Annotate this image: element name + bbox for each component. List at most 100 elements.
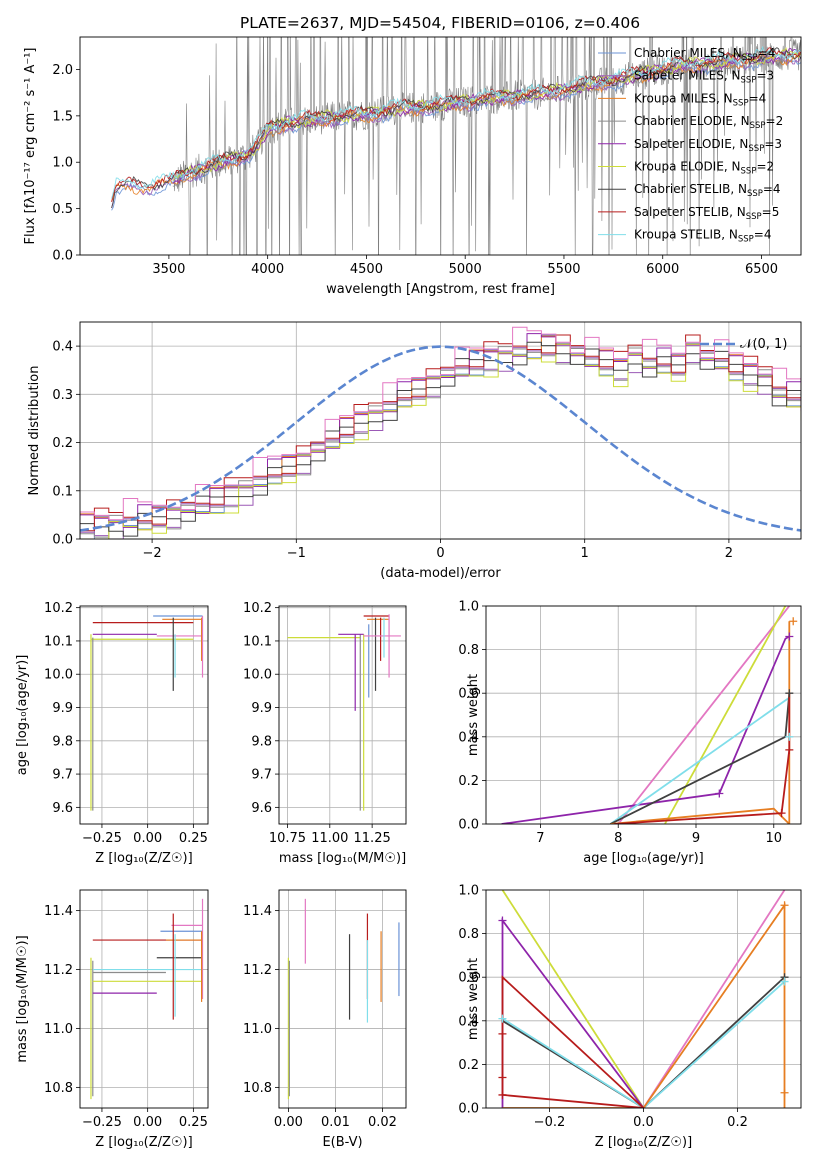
plot-area — [90, 898, 204, 1100]
mass-vs-ebv-panel: 0.00 0.01 0.02 10.8 11.0 11.2 11.4 E(B-V) — [243, 889, 407, 1150]
legend-entry: Kroupa MILES, NSSP=4 — [634, 91, 766, 108]
legend-entry: Kroupa STELIB, NSSP=4 — [634, 228, 772, 245]
data-marker — [785, 632, 794, 641]
data-marker — [498, 916, 507, 925]
plot-area — [501, 606, 791, 824]
x-tick-label: 4000 — [251, 262, 284, 277]
axes-frame — [79, 36, 802, 256]
x-tick-label: 0 — [436, 546, 444, 561]
x-tick-label: 0.00 — [274, 1115, 303, 1130]
mass-weight-line — [642, 902, 786, 1108]
y-tick-label: 10.1 — [243, 634, 272, 649]
y-tick-label: 1.5 — [52, 109, 73, 124]
x-tick-label: 11.00 — [311, 831, 348, 846]
legend-entry: Salpeter ELODIE, NSSP=3 — [634, 137, 782, 154]
plot-area — [111, 37, 801, 255]
x-axis-label: (data-model)/error — [380, 566, 501, 581]
spectrum-panel: 3500 4000 4500 5000 5500 6000 6500 0.0 0.5 1.0 1.5… — [23, 36, 802, 297]
y-tick-label: 10.0 — [243, 668, 272, 683]
x-tick-label: 2 — [725, 546, 733, 561]
y-tick-label: 9.7 — [251, 768, 272, 783]
x-tick-label: 5500 — [547, 262, 580, 277]
y-tick-label: 0.0 — [458, 1102, 479, 1117]
plot-area — [287, 898, 400, 1100]
y-tick-label: 10.8 — [243, 1081, 272, 1096]
x-tick-label: −0.25 — [82, 831, 122, 846]
y-axis-label: mass weight — [466, 674, 481, 756]
data-marker — [498, 1090, 507, 1099]
y-tick-label: 9.7 — [52, 768, 73, 783]
histogram-step — [80, 334, 801, 539]
y-tick-label: 1.0 — [458, 884, 479, 899]
y-tick-label: 11.4 — [44, 904, 73, 919]
x-tick-label: 11.25 — [354, 831, 391, 846]
data-marker — [785, 745, 794, 754]
x-tick-label: −1 — [287, 546, 306, 561]
massweight-vs-age-panel: 7 8 9 10 0.0 0.2 0.4 0.6 0.8 1.0 age [log₁₀(age/yr… — [458, 600, 802, 866]
x-axis-label: mass [log₁₀(M/M☉)] — [279, 851, 406, 866]
x-tick-label: 0.0 — [633, 1115, 654, 1130]
model-line — [111, 45, 801, 199]
y-tick-label: 0.0 — [52, 533, 73, 548]
y-tick-label: 0.8 — [458, 927, 479, 942]
x-tick-label: 0.2 — [727, 1115, 748, 1130]
x-tick-label: −2 — [143, 546, 162, 561]
mass-weight-line — [502, 1094, 644, 1108]
x-tick-label: 6000 — [646, 262, 679, 277]
data-marker — [498, 1073, 507, 1082]
x-tick-label: 3500 — [152, 262, 185, 277]
y-tick-label: 0.2 — [458, 774, 479, 789]
data-marker — [789, 617, 798, 626]
y-tick-label: 1.0 — [52, 156, 73, 171]
mass-weight-line — [610, 621, 791, 824]
y-tick-label: 0.4 — [458, 730, 479, 745]
x-tick-label: 0.25 — [179, 1115, 208, 1130]
y-tick-label: 11.0 — [243, 1022, 272, 1037]
y-tick-label: 2.0 — [52, 63, 73, 78]
y-tick-label: 0.4 — [52, 340, 73, 355]
y-tick-label: 9.8 — [251, 734, 272, 749]
x-tick-label: 7 — [536, 831, 544, 846]
y-axis-label: age [log₁₀(age/yr)] — [15, 655, 30, 776]
data-marker — [715, 789, 724, 798]
y-tick-label: 10.8 — [44, 1081, 73, 1096]
residuals-panel: −2 −1 0 1 2 0.0 0.1 0.2 0.3 0.4 (data-model)/error… — [27, 321, 802, 581]
y-tick-label: 9.8 — [52, 734, 73, 749]
y-tick-label: 0.5 — [52, 202, 73, 217]
y-tick-label: 9.6 — [251, 801, 272, 816]
axes-frame — [485, 605, 802, 825]
plot-area — [90, 615, 204, 811]
y-tick-label: 11.2 — [243, 963, 272, 978]
x-tick-label: 1 — [581, 546, 589, 561]
spectrum-legend: Chabrier MILES, NSSP=4 Salpeter MILES, NS… — [598, 46, 783, 245]
x-tick-label: −0.25 — [82, 1115, 122, 1130]
mass-weight-line — [501, 975, 645, 1108]
data-marker — [785, 732, 794, 741]
data-marker — [780, 901, 789, 910]
x-tick-label: 6500 — [745, 262, 778, 277]
histogram-step — [80, 335, 801, 539]
axes-frame — [278, 889, 407, 1109]
legend-entry: Chabrier STELIB, NSSP=4 — [634, 182, 781, 199]
y-tick-label: 11.2 — [44, 963, 73, 978]
x-tick-label: 8 — [614, 831, 622, 846]
massweight-vs-Z-panel: −0.2 0.0 0.2 0.0 0.2 0.4 0.6 0.8 1.0 Z [log₁₀(Z/Z… — [458, 884, 802, 1150]
model-line — [111, 47, 801, 202]
y-tick-label: 10.2 — [44, 601, 73, 616]
legend-entry: Chabrier MILES, NSSP=4 — [634, 46, 775, 63]
x-axis-label: Z [log₁₀(Z/Z☉)] — [595, 1135, 692, 1150]
y-tick-label: 0.6 — [458, 971, 479, 986]
mass-weight-line — [664, 606, 787, 824]
data-marker — [780, 977, 789, 986]
histogram-step — [80, 326, 801, 539]
y-tick-label: 11.4 — [243, 904, 272, 919]
data-marker — [498, 1029, 507, 1038]
y-tick-label: 1.0 — [458, 600, 479, 615]
y-tick-label: 10.1 — [44, 634, 73, 649]
legend-entry: Kroupa ELODIE, NSSP=2 — [634, 160, 774, 177]
x-tick-label: 9 — [692, 831, 700, 846]
y-tick-label: 0.8 — [458, 643, 479, 658]
plot-area — [80, 326, 801, 539]
histogram-step — [80, 334, 801, 539]
